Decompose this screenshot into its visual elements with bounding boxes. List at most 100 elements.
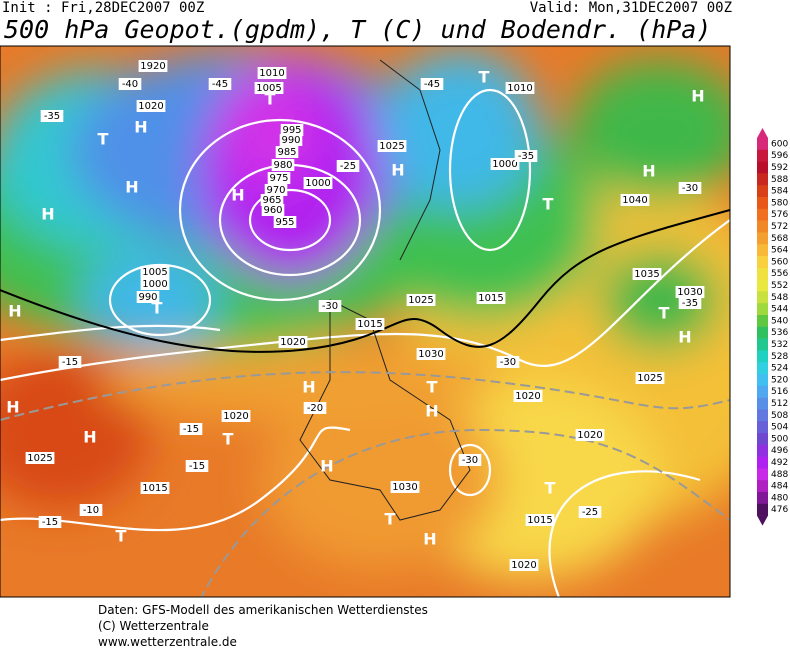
contour-label: -30 — [500, 357, 516, 368]
pressure-center: T — [265, 90, 276, 109]
colorbar-label: 548 — [771, 293, 788, 303]
colorbar-label: 592 — [771, 163, 788, 173]
label-box — [38, 516, 62, 528]
label-box — [303, 402, 327, 414]
label-box — [525, 514, 555, 526]
pressure-center: H — [691, 87, 704, 106]
colorbar-swatch — [757, 350, 768, 363]
contour-label: 965 — [262, 195, 281, 206]
colorbar-swatch — [757, 492, 768, 505]
colorbar-swatch — [757, 480, 768, 493]
colorbar-swatch — [757, 291, 768, 304]
contour-label: 1030 — [392, 482, 417, 493]
label-box — [278, 336, 308, 348]
label-box — [513, 390, 543, 402]
colorbar-swatch — [757, 456, 768, 469]
label-box — [377, 140, 407, 152]
contour-label: 995 — [282, 125, 301, 136]
colorbar-label: 504 — [771, 423, 788, 433]
pressure-center: T — [98, 130, 109, 149]
contour-label: 1020 — [515, 391, 540, 402]
pressure-center: T — [479, 68, 490, 87]
pressure-center: H — [83, 428, 96, 447]
colorbar-label: 584 — [771, 187, 788, 197]
contour-label: 1020 — [223, 411, 248, 422]
contour-label: 980 — [273, 160, 292, 171]
contour-label: -35 — [44, 111, 60, 122]
contour-label: 955 — [275, 217, 294, 228]
colorbar-swatch — [757, 232, 768, 245]
label-box — [79, 504, 103, 516]
contour-label: 1020 — [138, 101, 163, 112]
colorbar-swatch — [757, 185, 768, 198]
colorbar-label: 552 — [771, 281, 788, 291]
label-box — [318, 300, 342, 312]
contour-label: -25 — [340, 161, 356, 172]
pressure-center: T — [223, 430, 234, 449]
contour-label: 1035 — [634, 269, 659, 280]
pressure-center: T — [152, 299, 163, 318]
pressure-center: T — [427, 378, 438, 397]
pressure-center: H — [391, 161, 404, 180]
colorbar-label: 512 — [771, 399, 788, 409]
label-box — [355, 318, 385, 330]
contour-label: 1015 — [527, 515, 552, 526]
colorbar-swatch — [757, 338, 768, 351]
contour-label: 1025 — [379, 141, 404, 152]
contour-label: -30 — [682, 183, 698, 194]
pressure-center: T — [543, 195, 554, 214]
contour-label: 960 — [263, 205, 282, 216]
colorbar-label: 556 — [771, 269, 788, 279]
label-box — [420, 78, 444, 90]
contour-label: -25 — [582, 507, 598, 518]
pressure-center: H — [678, 328, 691, 347]
contour-label: 985 — [277, 147, 296, 158]
pressure-center: H — [6, 398, 19, 417]
contour-label: -10 — [83, 505, 99, 516]
label-box — [678, 182, 702, 194]
pressure-center: H — [134, 118, 147, 137]
label-box — [185, 460, 209, 472]
contour-label: -15 — [42, 517, 58, 528]
label-box — [140, 482, 170, 494]
label-box — [490, 158, 520, 170]
contour-label: -35 — [518, 151, 534, 162]
colorbar-swatch — [757, 444, 768, 457]
label-box — [416, 348, 446, 360]
colorbar-swatch — [757, 256, 768, 269]
contour-label: -15 — [183, 424, 199, 435]
colorbar-label: 484 — [771, 482, 788, 492]
label-box — [496, 356, 520, 368]
colorbar-label: 520 — [771, 375, 788, 385]
contour-label: 1000 — [305, 178, 330, 189]
contour-label: 1015 — [142, 483, 167, 494]
colorbar-label: 516 — [771, 387, 788, 397]
contour-label: -15 — [62, 357, 78, 368]
map-frame — [0, 45, 731, 598]
colorbar-swatch — [757, 468, 768, 481]
contour-label: 990 — [281, 135, 300, 146]
colorbar-label: 560 — [771, 257, 788, 267]
colorbar-label: 576 — [771, 210, 788, 220]
colorbar-swatch — [757, 161, 768, 174]
footer-line: www.wetterzentrale.de — [98, 635, 237, 648]
label-box — [40, 110, 64, 122]
contour-label: 1010 — [507, 83, 532, 94]
colorbar-label: 600 — [771, 139, 788, 149]
label-box — [406, 294, 436, 306]
label-box — [675, 286, 705, 298]
label-box — [635, 372, 665, 384]
contour-label: 1000 — [492, 159, 517, 170]
label-box — [578, 506, 602, 518]
contour-label: 1020 — [577, 430, 602, 441]
colorbar-swatch — [757, 149, 768, 162]
colorbar-swatch — [757, 208, 768, 221]
pressure-center: T — [659, 304, 670, 323]
contour-label: 1025 — [408, 295, 433, 306]
contour-label: -20 — [307, 403, 323, 414]
contour-label: -30 — [322, 301, 338, 312]
label-box — [620, 194, 650, 206]
contour-label: 1005 — [142, 267, 167, 278]
pressure-center: T — [385, 510, 396, 529]
colorbar-label: 488 — [771, 470, 788, 480]
